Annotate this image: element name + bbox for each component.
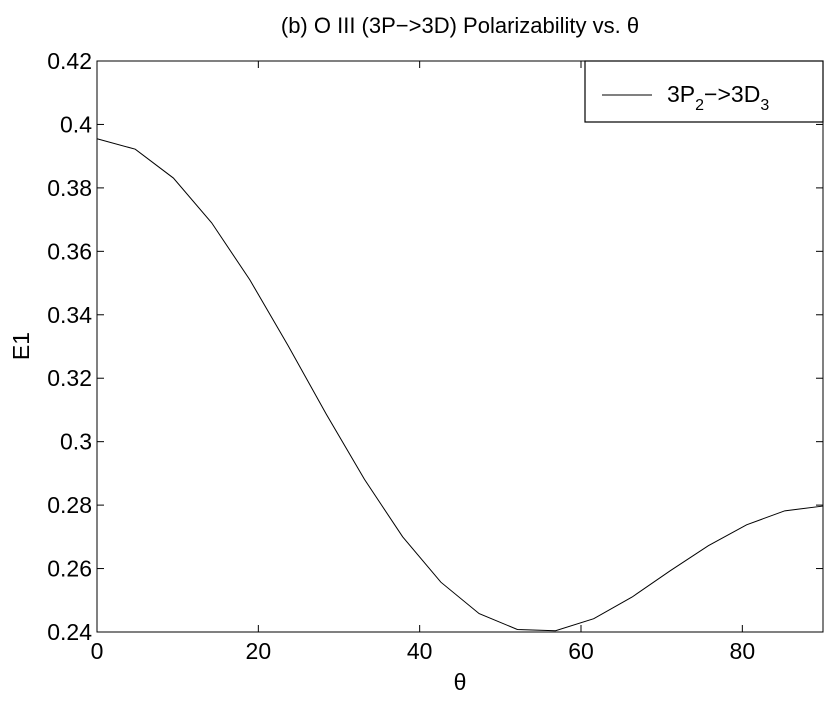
y-tick-label: 0.34 bbox=[47, 302, 92, 328]
legend: 3P2−>3D3 bbox=[584, 60, 824, 123]
legend-label: 3P2−>3D3 bbox=[667, 81, 769, 114]
legend-label-sub2: 3 bbox=[760, 97, 769, 114]
y-tick-label: 0.24 bbox=[47, 619, 92, 645]
x-tick-label: 40 bbox=[407, 638, 433, 664]
axis-ticks: 0 20 40 60 80 0.24 0.26 0.28 0.3 0.32 0.34 0.36 0.38… bbox=[47, 48, 823, 664]
y-tick-label: 0.4 bbox=[60, 111, 92, 137]
y-tick-label: 0.28 bbox=[47, 492, 92, 518]
plot-area bbox=[96, 60, 824, 633]
series-line-0 bbox=[96, 138, 824, 632]
x-tick-label: 0 bbox=[91, 638, 104, 664]
y-tick-label: 0.26 bbox=[47, 556, 92, 582]
legend-label-mid: −>3D bbox=[704, 81, 760, 107]
legend-label-sub1: 2 bbox=[695, 97, 704, 114]
chart-title: (b) O III (3P−>3D) Polarizability vs. θ bbox=[281, 13, 639, 38]
y-tick-label: 0.38 bbox=[47, 175, 92, 201]
x-tick-label: 20 bbox=[246, 638, 272, 664]
y-tick-label: 0.42 bbox=[47, 48, 92, 74]
y-tick-label: 0.32 bbox=[47, 365, 92, 391]
y-tick-label: 0.36 bbox=[47, 238, 92, 264]
x-tick-label: 60 bbox=[568, 638, 594, 664]
x-tick-label: 80 bbox=[730, 638, 756, 664]
x-axis-label: θ bbox=[454, 669, 467, 695]
legend-label-main: 3P bbox=[667, 81, 695, 107]
series-layer bbox=[96, 138, 824, 632]
y-tick-label: 0.3 bbox=[60, 429, 92, 455]
legend-box bbox=[584, 60, 824, 123]
y-axis-label: E1 bbox=[8, 332, 34, 360]
